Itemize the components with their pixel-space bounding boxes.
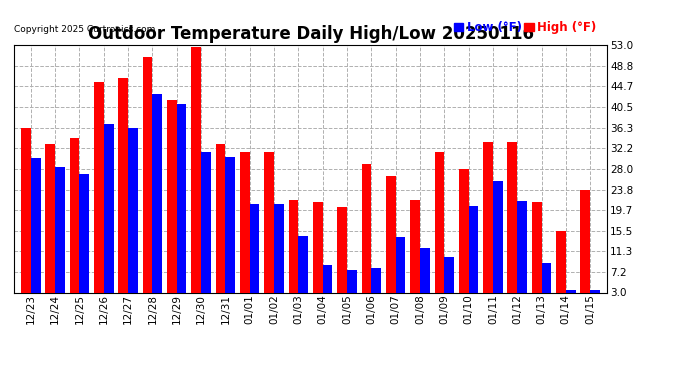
Bar [46, 144, 55, 292]
Bar [119, 78, 128, 292]
Bar [469, 206, 478, 292]
Bar [313, 202, 323, 292]
Bar [31, 158, 41, 292]
Bar [298, 236, 308, 292]
Bar [566, 290, 575, 292]
Title: Outdoor Temperature Daily High/Low 20250116: Outdoor Temperature Daily High/Low 20250… [88, 26, 533, 44]
Bar [152, 93, 162, 292]
Bar [518, 201, 527, 292]
Legend: Low (°F), High (°F): Low (°F), High (°F) [449, 16, 601, 39]
Bar [371, 268, 381, 292]
Text: Copyright 2025 Curtronics.com: Copyright 2025 Curtronics.com [14, 25, 155, 34]
Bar [435, 152, 444, 292]
Bar [21, 128, 31, 292]
Bar [590, 290, 600, 292]
Bar [411, 200, 420, 292]
Bar [79, 174, 89, 292]
Bar [459, 169, 469, 292]
Bar [128, 128, 138, 292]
Bar [337, 207, 347, 292]
Bar [347, 270, 357, 292]
Bar [264, 152, 274, 292]
Bar [288, 200, 298, 292]
Bar [556, 231, 566, 292]
Bar [167, 100, 177, 292]
Bar [483, 141, 493, 292]
Bar [216, 144, 226, 292]
Bar [493, 181, 502, 292]
Bar [386, 176, 395, 292]
Bar [507, 141, 518, 292]
Bar [177, 104, 186, 292]
Bar [362, 164, 371, 292]
Bar [226, 157, 235, 292]
Bar [70, 138, 79, 292]
Bar [250, 204, 259, 292]
Bar [104, 124, 114, 292]
Bar [191, 48, 201, 292]
Bar [55, 167, 65, 292]
Bar [444, 257, 454, 292]
Bar [323, 265, 333, 292]
Bar [532, 202, 542, 292]
Bar [240, 152, 250, 292]
Bar [395, 237, 405, 292]
Bar [542, 263, 551, 292]
Bar [143, 57, 152, 292]
Bar [94, 82, 104, 292]
Bar [274, 204, 284, 292]
Bar [420, 248, 430, 292]
Bar [201, 152, 210, 292]
Bar [580, 189, 590, 292]
